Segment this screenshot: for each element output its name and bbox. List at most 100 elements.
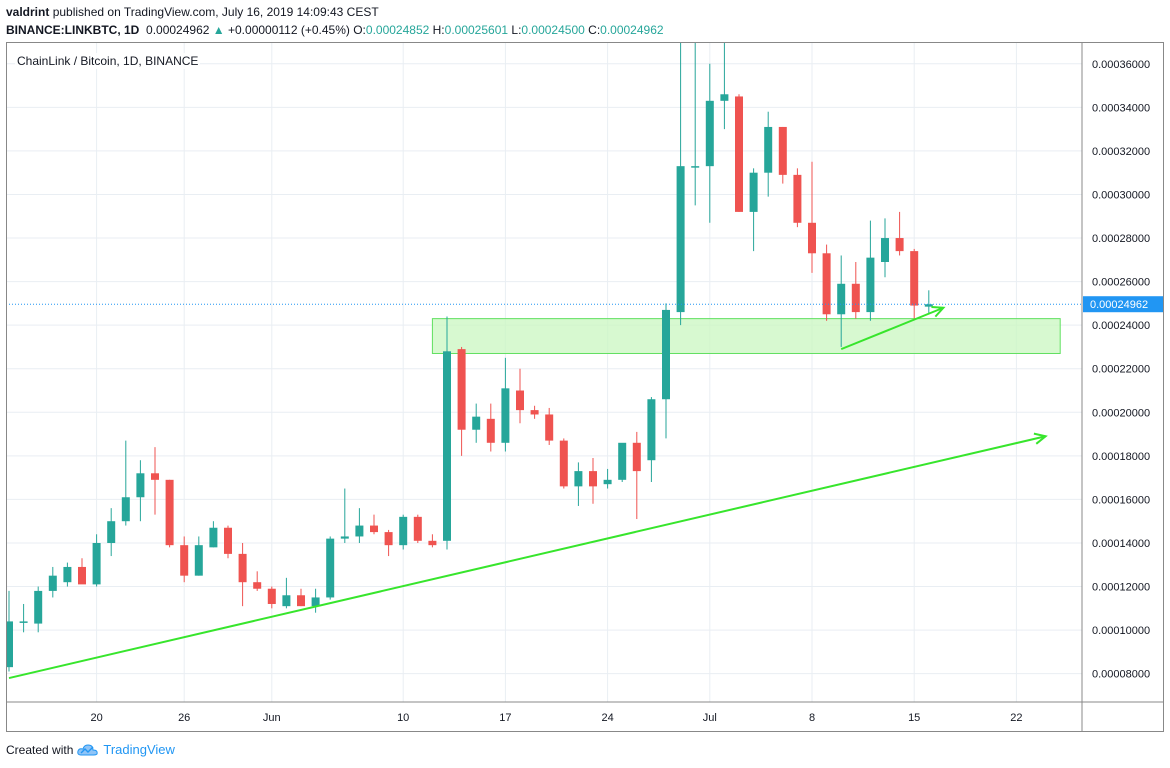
chart-border: [6, 42, 1164, 732]
candle-body: [238, 553, 247, 583]
candle-body: [647, 399, 656, 461]
x-tick-label: Jul: [703, 712, 717, 724]
open-value: 0.00024852: [365, 23, 430, 37]
last-price-tag: [1083, 296, 1163, 313]
candle-body: [151, 473, 159, 480]
candle-body: [735, 96, 743, 212]
author-name[interactable]: valdrint: [6, 5, 50, 19]
publish-info: valdrint published on TradingView.com, J…: [6, 5, 379, 19]
x-tick-label: 10: [397, 712, 409, 724]
candle-body: [530, 410, 539, 415]
candle-body: [209, 527, 218, 548]
low-value: 0.00024500: [521, 23, 585, 37]
candle-body: [574, 471, 583, 487]
tradingview-brand[interactable]: TradingView: [103, 742, 175, 757]
candle-body: [19, 621, 28, 623]
candle-body: [603, 479, 612, 485]
candle-body: [297, 595, 305, 607]
candle-body: [793, 174, 802, 223]
x-tick-label: 24: [601, 712, 613, 724]
candle-body: [691, 166, 700, 168]
candle-body: [282, 595, 291, 607]
candle-body: [749, 172, 758, 212]
trend-line: [8, 435, 1046, 680]
candle-body: [34, 590, 43, 624]
candle-body: [545, 414, 554, 441]
high-label: H:: [432, 23, 445, 37]
published-text: published on TradingView.com, July 16, 2…: [52, 5, 379, 19]
candle-body: [370, 525, 378, 533]
low-label: L:: [511, 23, 522, 37]
x-tick-label: 26: [178, 712, 190, 724]
candle-body: [486, 418, 495, 443]
candle-body: [764, 126, 773, 173]
chart-area[interactable]: 0.00008000 0.00010000 0.00012000 0.00014000…: [6, 42, 1164, 732]
y-tick-label: 0.00026000: [1092, 277, 1150, 289]
candle-body: [48, 575, 57, 591]
close-value: 0.00024962: [600, 23, 664, 37]
tradingview-cloud-icon[interactable]: [77, 743, 99, 757]
y-tick-label: 0.00034000: [1092, 102, 1150, 114]
candle-body: [808, 222, 816, 254]
y-tick-label: 0.00020000: [1092, 407, 1150, 419]
x-tick-label: 17: [499, 712, 511, 724]
y-tick-label: 0.00018000: [1092, 451, 1150, 463]
candle-body: [866, 257, 875, 313]
candle-body: [136, 473, 145, 498]
candle-body: [253, 582, 262, 589]
candle-body: [676, 166, 685, 313]
close-label: C:: [588, 23, 601, 37]
candle-body: [559, 440, 568, 487]
candle-body: [851, 283, 860, 313]
x-tick-label: Jun: [263, 712, 281, 724]
candle-body: [589, 471, 597, 487]
candle-body: [355, 525, 364, 537]
candle-body: [881, 238, 889, 262]
y-tick-label: 0.00024000: [1092, 320, 1150, 332]
candle-body: [267, 588, 276, 604]
candle-body: [78, 566, 86, 585]
chart-title: ChainLink / Bitcoin, 1D, BINANCE: [15, 53, 201, 69]
candle-body: [326, 538, 335, 598]
candle-body: [662, 309, 670, 400]
symbol-ohlc-bar: BINANCE:LINKBTC, 1D 0.00024962 ▲ +0.0000…: [6, 23, 664, 37]
y-tick-label: 0.00032000: [1092, 146, 1150, 158]
candle-body: [618, 442, 627, 480]
candle-body: [895, 238, 904, 252]
x-tick-label: 15: [908, 712, 920, 724]
last-price-label: 0.00024962: [1090, 299, 1148, 311]
y-tick-label: 0.00022000: [1092, 364, 1150, 376]
y-tick-label: 0.00036000: [1092, 59, 1150, 71]
candle-body: [180, 545, 189, 576]
open-label: O:: [353, 23, 366, 37]
y-tick-label: 0.00012000: [1092, 582, 1150, 594]
up-arrow-icon: ▲: [212, 23, 225, 37]
candle-body: [121, 497, 130, 522]
candle-body: [224, 527, 232, 554]
candle-body: [778, 126, 787, 175]
candle-body: [705, 100, 714, 167]
x-tick-label: 8: [809, 712, 815, 724]
y-tick-label: 0.00016000: [1092, 494, 1150, 506]
x-tick-label: 20: [90, 712, 102, 724]
x-tick-label: 22: [1010, 712, 1022, 724]
candle-body: [311, 597, 320, 607]
y-tick-label: 0.00010000: [1092, 625, 1150, 637]
candle-body: [428, 540, 437, 546]
candle-body: [910, 251, 919, 306]
support-zone: [431, 318, 1061, 354]
candle-body: [194, 545, 203, 576]
candle-body: [837, 283, 846, 315]
high-value: 0.00025601: [444, 23, 509, 37]
candle-body: [107, 521, 116, 543]
last-price: 0.00024962: [146, 23, 210, 37]
trend-arrow-head: [1033, 432, 1048, 445]
candle-body: [92, 542, 101, 585]
candle-body: [822, 253, 831, 315]
y-tick-label: 0.00030000: [1092, 189, 1150, 201]
candle-body: [924, 304, 933, 307]
trend-arrow-head: [931, 305, 946, 318]
y-tick-label: 0.00014000: [1092, 538, 1150, 550]
candlestick-chart[interactable]: 0.00008000 0.00010000 0.00012000 0.00014000…: [6, 42, 1164, 732]
candle-body: [516, 390, 524, 411]
